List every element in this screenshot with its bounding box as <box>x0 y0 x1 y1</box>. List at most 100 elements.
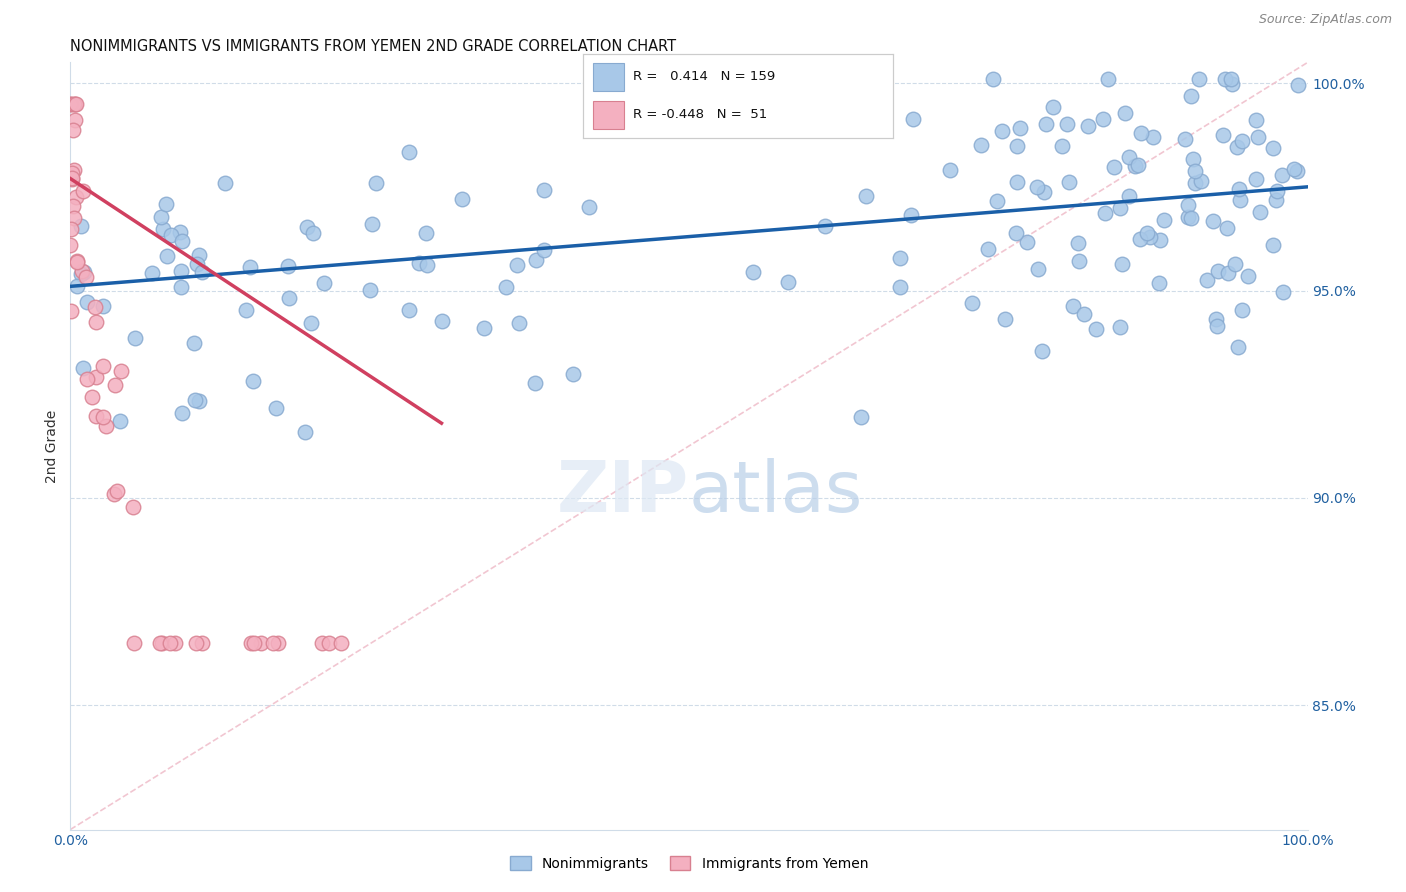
Point <box>239 260 262 274</box>
Point <box>1035 117 1057 131</box>
Point <box>1059 175 1081 189</box>
Point <box>1015 235 1038 249</box>
Point <box>1092 112 1115 127</box>
Point <box>1005 175 1028 189</box>
Point <box>1111 257 1133 271</box>
Legend: Nonimmigrants, Immigrants from Yemen: Nonimmigrants, Immigrants from Yemen <box>505 850 873 876</box>
Point <box>359 283 381 297</box>
Point <box>163 636 186 650</box>
Point <box>1147 276 1170 290</box>
Point <box>60 166 83 180</box>
Point <box>1180 211 1202 225</box>
Point <box>398 302 420 317</box>
Point <box>1056 117 1078 131</box>
Point <box>901 112 924 126</box>
Point <box>1261 141 1284 155</box>
Point <box>506 259 529 273</box>
Point <box>855 189 877 203</box>
Point <box>159 228 181 243</box>
Point <box>889 280 911 294</box>
Point <box>1216 221 1239 235</box>
Point <box>1073 307 1095 321</box>
Point <box>62 199 84 213</box>
Point <box>312 277 335 291</box>
Point <box>184 392 207 407</box>
Point <box>242 636 264 650</box>
Point <box>1108 319 1130 334</box>
Point <box>1153 213 1175 227</box>
Point <box>991 124 1014 138</box>
Point <box>408 256 430 270</box>
Point <box>239 636 262 650</box>
Point <box>122 636 145 650</box>
Point <box>851 410 873 425</box>
Point <box>278 292 301 306</box>
Point <box>94 419 117 434</box>
Point <box>187 394 209 409</box>
Point <box>1180 89 1202 103</box>
Point <box>66 279 89 293</box>
Point <box>262 636 284 650</box>
Point <box>1085 322 1108 336</box>
Point <box>1181 153 1204 167</box>
Point <box>1195 273 1218 287</box>
Point <box>59 222 82 236</box>
Point <box>76 372 98 386</box>
Point <box>508 316 530 330</box>
Point <box>1139 229 1161 244</box>
Point <box>73 265 96 279</box>
Point <box>1225 256 1247 270</box>
Point <box>1174 132 1197 146</box>
Point <box>828 115 851 129</box>
Point <box>1052 138 1074 153</box>
Point <box>63 96 86 111</box>
Point <box>150 636 173 650</box>
Point <box>1136 226 1159 240</box>
Point <box>1213 72 1236 87</box>
Point <box>105 483 128 498</box>
Point <box>80 390 103 404</box>
Point <box>1232 302 1254 317</box>
Point <box>86 315 108 329</box>
Text: R =   0.414   N = 159: R = 0.414 N = 159 <box>633 70 775 83</box>
Point <box>235 303 257 318</box>
Text: atlas: atlas <box>689 458 863 526</box>
Point <box>1109 202 1132 216</box>
Point <box>742 265 765 279</box>
Point <box>1149 233 1171 247</box>
Point <box>1062 299 1084 313</box>
Point <box>1282 161 1305 176</box>
Point <box>266 401 288 415</box>
Point <box>124 330 146 344</box>
Point <box>533 182 555 196</box>
Point <box>70 219 93 233</box>
Point <box>301 226 323 240</box>
Point <box>191 265 214 279</box>
Point <box>1118 189 1140 203</box>
Point <box>75 270 97 285</box>
Point <box>938 162 960 177</box>
Point <box>970 138 993 153</box>
Point <box>960 296 983 310</box>
Point <box>152 221 174 235</box>
Point <box>1230 134 1253 148</box>
Point <box>66 255 89 269</box>
Point <box>366 176 388 190</box>
Point <box>267 636 290 650</box>
Point <box>191 636 214 650</box>
Point <box>330 636 353 650</box>
Point <box>1264 193 1286 207</box>
Point <box>76 295 98 310</box>
Bar <box>593 101 624 129</box>
Point <box>62 123 84 137</box>
Point <box>900 208 922 222</box>
Point <box>84 369 107 384</box>
Point <box>1033 186 1056 200</box>
Point <box>415 227 437 241</box>
Point <box>1184 164 1206 178</box>
Point <box>155 197 177 211</box>
Point <box>72 184 94 198</box>
Point <box>432 314 454 328</box>
Point <box>294 425 316 440</box>
Point <box>242 374 264 388</box>
